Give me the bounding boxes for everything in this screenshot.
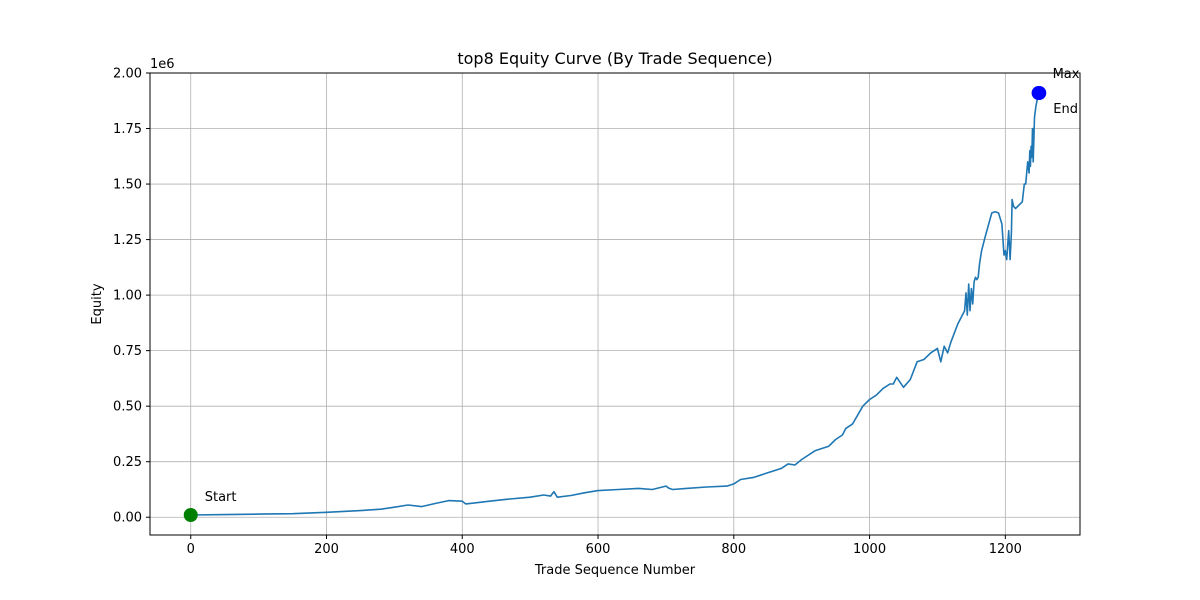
y-tick-label: 1.50 [113,178,142,193]
equity-line [190,92,1041,516]
end-label: End [1053,102,1078,117]
x-tick-label: 200 [314,542,339,557]
y-tick-label: 1.25 [113,233,142,248]
x-tick-label: 800 [721,542,746,557]
x-tick-label: 0 [187,542,195,557]
series-layer [190,92,1041,516]
y-tick-label: 0.00 [113,511,142,526]
x-axis-ticks: 0 200 400 600 800 1000 1200 [187,535,1022,557]
y-tick-label: 0.25 [113,455,142,470]
y-tick-label: 0.75 [113,344,142,359]
grid-lines [150,72,1080,535]
y-tick-label: 0.50 [113,400,142,415]
y-axis-ticks: 0.00 0.25 0.50 0.75 1.00 1.25 1.50 1.75 2.00 [113,67,150,526]
y-offset-text: 1e6 [150,57,175,72]
x-tick-label: 400 [450,542,475,557]
y-tick-label: 1.00 [113,289,142,304]
y-tick-label: 1.75 [113,122,142,137]
x-tick-label: 1000 [853,542,886,557]
plot-frame [149,72,1081,536]
end-marker [1032,85,1047,100]
max-label: Max [1053,67,1080,82]
x-axis-title: Trade Sequence Number [534,563,696,578]
x-tick-label: 600 [586,542,611,557]
start-marker [183,508,198,523]
y-axis-title: Equity [90,283,105,324]
chart-title: top8 Equity Curve (By Trade Sequence) [457,49,772,68]
y-tick-label: 2.00 [113,67,142,82]
start-label: Start [205,490,237,505]
x-tick-label: 1200 [989,542,1022,557]
marker-layer: Start Max End [183,67,1080,523]
